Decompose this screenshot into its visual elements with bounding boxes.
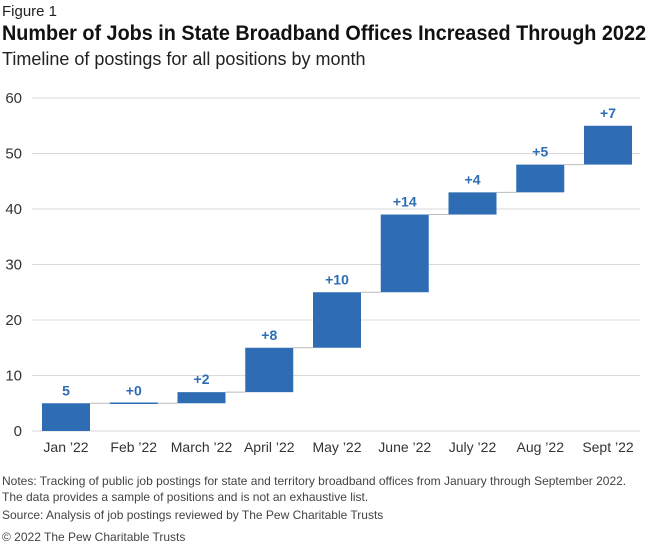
chart-header: Figure 1 Number of Jobs in State Broadba… — [2, 3, 648, 71]
chart-title: Number of Jobs in State Broadband Office… — [2, 22, 646, 45]
x-tick-label: Aug ’22 — [517, 439, 565, 455]
y-tick-label: 60 — [5, 90, 22, 107]
data-label: +2 — [194, 371, 210, 387]
bar — [177, 392, 226, 404]
data-label: +0 — [126, 382, 142, 398]
bar — [109, 402, 158, 404]
y-tick-label: 40 — [5, 201, 22, 218]
bar — [245, 347, 294, 393]
data-label: +8 — [261, 327, 277, 343]
x-tick-label: March ’22 — [171, 439, 233, 455]
bar — [516, 164, 565, 193]
bar — [584, 125, 632, 165]
x-tick-label: June ’22 — [378, 439, 431, 455]
data-label: +4 — [465, 171, 481, 187]
x-tick-label: Sept ’22 — [582, 439, 634, 455]
bar — [313, 292, 361, 348]
chart-footer: Notes: Tracking of public job postings f… — [2, 473, 642, 545]
data-label: +5 — [532, 144, 548, 160]
chart-source: Source: Analysis of job postings reviewe… — [2, 508, 384, 522]
data-label: +10 — [325, 271, 349, 287]
y-tick-label: 20 — [5, 312, 22, 329]
x-tick-label: July ’22 — [449, 439, 497, 455]
bar — [380, 214, 429, 293]
data-label: +7 — [600, 105, 616, 121]
bar — [448, 192, 497, 215]
waterfall-chart: 0 10 20 30 40 50 60 5 Jan ’22 +0 Feb ’22 +2 March ’2… — [5, 90, 640, 455]
y-tick-label: 50 — [5, 146, 22, 163]
data-label: +14 — [393, 194, 417, 210]
y-tick-label: 30 — [5, 257, 22, 274]
data-label: 5 — [62, 382, 70, 398]
x-tick-label: Jan ’22 — [43, 439, 88, 455]
x-tick-label: Feb ’22 — [110, 439, 157, 455]
chart-subtitle: Timeline of postings for all positions b… — [2, 49, 366, 69]
figure-label: Figure 1 — [2, 3, 58, 20]
y-tick-label: 0 — [14, 423, 22, 440]
chart-notes: Notes: Tracking of public job postings f… — [2, 474, 627, 504]
bar — [42, 403, 90, 431]
x-tick-label: May ’22 — [312, 439, 361, 455]
copyright: © 2022 The Pew Charitable Trusts — [2, 530, 186, 544]
y-tick-label: 10 — [5, 368, 22, 385]
x-tick-label: April ’22 — [244, 439, 295, 455]
